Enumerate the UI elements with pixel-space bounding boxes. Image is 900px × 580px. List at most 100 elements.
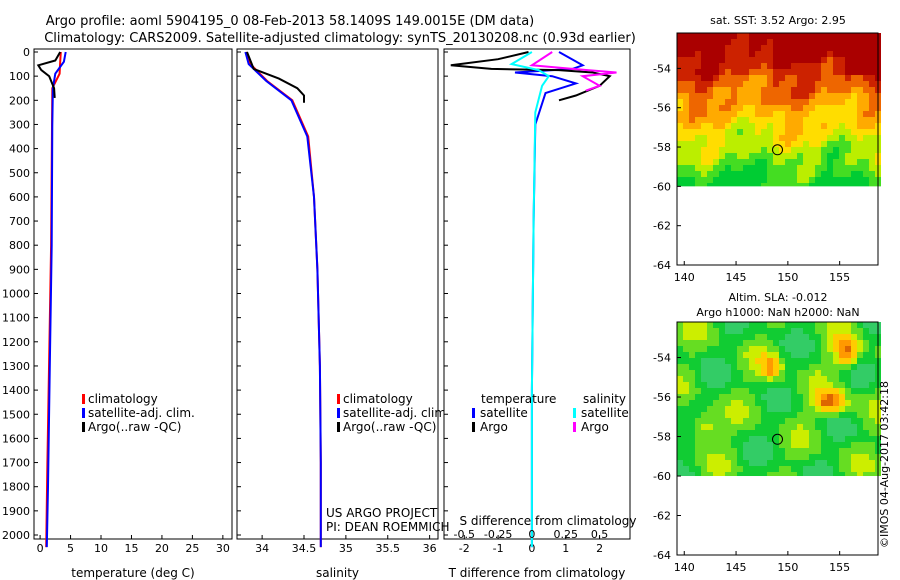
sla-heatmap-cell xyxy=(857,322,863,328)
sla-heatmap-cell xyxy=(701,436,707,442)
sla-heatmap-cell xyxy=(809,346,815,352)
sst-heatmap-cell xyxy=(755,75,761,81)
sst-heatmap-cell xyxy=(695,75,701,81)
sla-heatmap-cell xyxy=(725,370,731,376)
sla-heatmap-cell xyxy=(863,466,869,472)
sst-heatmap-cell xyxy=(845,159,851,165)
sla-heatmap-cell xyxy=(731,388,737,394)
sla-heatmap-cell xyxy=(755,328,761,334)
diff-s-tick-label: 0.5 xyxy=(591,528,609,541)
sla-heatmap-cell xyxy=(809,436,815,442)
sla-heatmap-cell xyxy=(791,448,797,454)
sst-heatmap-cell xyxy=(755,81,761,87)
sla-heatmap-cell xyxy=(731,454,737,460)
sla-heatmap-cell xyxy=(719,400,725,406)
sla-heatmap-cell xyxy=(863,460,869,466)
sst-heatmap-cell xyxy=(713,177,719,183)
sla-heatmap-cell xyxy=(731,466,737,472)
sst-heatmap-cell xyxy=(869,117,875,123)
sla-heatmap-cell xyxy=(779,466,785,472)
sla-heatmap-cell xyxy=(707,412,713,418)
sla-heatmap-cell xyxy=(743,418,749,424)
sst-heatmap-cell xyxy=(707,135,713,141)
sla-heatmap-cell xyxy=(773,430,779,436)
sst-heatmap-cell xyxy=(737,87,743,93)
sla-heatmap-cell xyxy=(767,358,773,364)
sla-heatmap-cell xyxy=(761,472,767,477)
sst-heatmap-cell xyxy=(707,153,713,159)
sst-heatmap-cell xyxy=(725,69,731,75)
temp-ytick-label: 400 xyxy=(9,143,30,156)
sst-heatmap-cell xyxy=(737,111,743,117)
diff-series-salinity-argo xyxy=(528,51,617,92)
sla-heatmap-cell xyxy=(869,472,875,477)
sla-heatmap-cell xyxy=(869,394,875,400)
sla-heatmap-cell xyxy=(755,430,761,436)
sla-heatmap-cell xyxy=(833,364,839,370)
sst-heatmap-cell xyxy=(815,99,821,105)
sst-heatmap-cell xyxy=(845,123,851,129)
sst-heatmap-cell xyxy=(779,123,785,129)
sla-heatmap-cell xyxy=(797,466,803,472)
sst-heatmap-cell xyxy=(791,87,797,93)
sla-heatmap-cell xyxy=(683,388,689,394)
sla-heatmap-cell xyxy=(689,430,695,436)
sla-heatmap-cell xyxy=(725,454,731,460)
sst-heatmap-cell xyxy=(725,153,731,159)
sst-heatmap-cell xyxy=(851,57,857,63)
sla-heatmap-cell xyxy=(743,340,749,346)
sla-heatmap-cell xyxy=(719,424,725,430)
sst-heatmap-cell xyxy=(731,33,737,39)
sst-heatmap-cell xyxy=(719,183,725,187)
sla-heatmap-cell xyxy=(767,352,773,358)
sla-heatmap-cell xyxy=(749,340,755,346)
sla-heatmap-cell xyxy=(743,454,749,460)
sla-heatmap-cell xyxy=(701,418,707,424)
sla-heatmap-cell xyxy=(839,400,845,406)
sst-heatmap-cell xyxy=(707,93,713,99)
sst-heatmap-cell xyxy=(731,177,737,183)
sst-heatmap-cell xyxy=(863,99,869,105)
sst-heatmap-cell xyxy=(827,135,833,141)
sst-heatmap-cell xyxy=(785,51,791,57)
sst-heatmap-cell xyxy=(803,183,809,187)
sla-heatmap-cell xyxy=(803,340,809,346)
sla-heatmap-cell xyxy=(713,346,719,352)
sst-heatmap-cell xyxy=(731,105,737,111)
sst-heatmap-cell xyxy=(749,87,755,93)
sst-heatmap-cell xyxy=(707,177,713,183)
sst-heatmap-cell xyxy=(839,171,845,177)
sla-heatmap-cell xyxy=(851,424,857,430)
sla-heatmap-cell xyxy=(821,400,827,406)
sla-heatmap-cell xyxy=(785,454,791,460)
sst-heatmap-cell xyxy=(821,63,827,69)
sla-heatmap-cell xyxy=(803,388,809,394)
sla-heatmap-cell xyxy=(683,406,689,412)
sst-heatmap-cell xyxy=(857,69,863,75)
sst-heatmap-cell xyxy=(689,39,695,45)
sla-heatmap-cell xyxy=(863,388,869,394)
sst-heatmap-cell xyxy=(743,141,749,147)
sla-heatmap-cell xyxy=(803,382,809,388)
sla-heatmap-cell xyxy=(869,442,875,448)
sla-heatmap-cell xyxy=(731,382,737,388)
temp-ytick-label: 1700 xyxy=(2,457,30,470)
sst-heatmap-cell xyxy=(737,33,743,39)
sla-heatmap-cell xyxy=(749,388,755,394)
sst-heatmap-cell xyxy=(845,33,851,39)
sst-heatmap-cell xyxy=(737,123,743,129)
sst-heatmap-cell xyxy=(755,57,761,63)
sst-heatmap-cell xyxy=(701,87,707,93)
sst-heatmap-cell xyxy=(863,135,869,141)
sla-heatmap-cell xyxy=(761,412,767,418)
sla-heatmap-cell xyxy=(749,328,755,334)
sla-heatmap-cell xyxy=(767,370,773,376)
sla-heatmap-cell xyxy=(785,358,791,364)
sla-heatmap-cell xyxy=(773,370,779,376)
sla-heatmap-cell xyxy=(695,334,701,340)
sst-heatmap-cell xyxy=(833,117,839,123)
sst-heatmap-cell xyxy=(677,99,683,105)
sst-heatmap-cell xyxy=(785,159,791,165)
sst-heatmap-cell xyxy=(863,123,869,129)
sst-heatmap-cell xyxy=(731,183,737,187)
